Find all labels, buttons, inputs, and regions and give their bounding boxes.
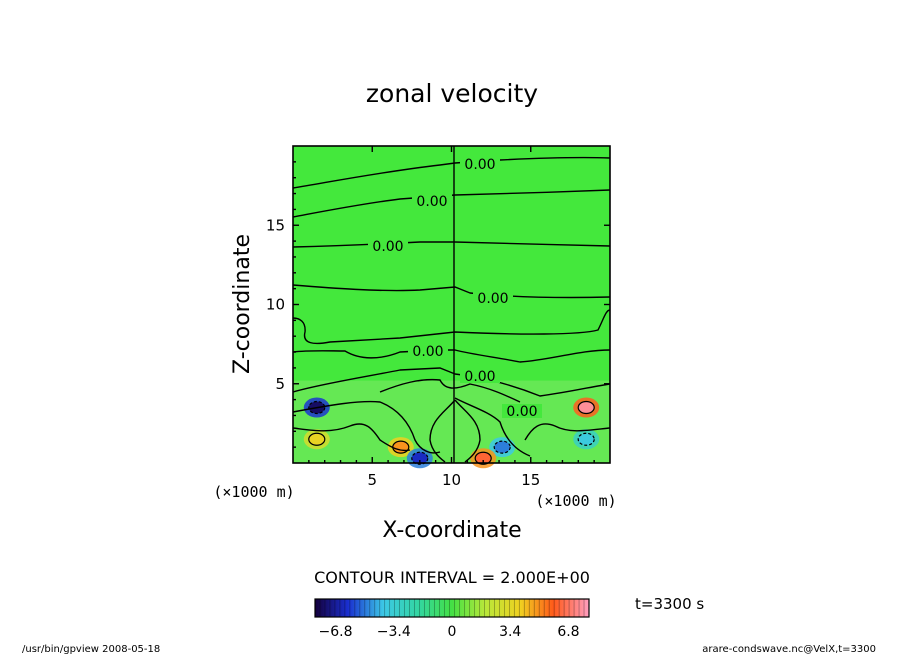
- contour-label-bg: [502, 404, 542, 418]
- contour-line: [292, 284, 611, 299]
- contour-label: 0.00: [506, 404, 537, 420]
- contour-line: [454, 399, 481, 463]
- lower-band: [293, 380, 610, 463]
- feature-contour: [577, 432, 595, 446]
- contour-line: [292, 349, 611, 363]
- contour-label: 0.00: [372, 239, 403, 255]
- contour-line: [454, 397, 531, 457]
- footer-left: /usr/bin/gpview 2008-05-18: [22, 644, 160, 654]
- feature-contour: [577, 400, 595, 415]
- contour-label: 0.00: [416, 194, 447, 210]
- contour-line: [292, 241, 611, 248]
- contour-line: [292, 400, 441, 454]
- colorbar-fill: [315, 599, 589, 617]
- contour-line: [429, 399, 456, 463]
- feature-contour: [474, 451, 492, 465]
- contour-label-bg: [412, 194, 452, 208]
- colorbar-frame: [314, 598, 590, 618]
- y-axis-label: Z-coordinate: [230, 234, 255, 374]
- colorbar-tick-label: 6.8: [557, 624, 579, 640]
- feature-contour: [308, 432, 326, 446]
- x-tick-label: 15: [521, 471, 540, 489]
- y-tick-label: 15: [266, 216, 285, 234]
- y-tick-label: 10: [266, 296, 285, 314]
- contour-line: [292, 156, 611, 189]
- contour-lines: [292, 146, 611, 463]
- contour-label: 0.00: [464, 369, 495, 385]
- y-tick-label: 5: [275, 375, 285, 393]
- colorbar-tick-label: 0: [448, 624, 457, 640]
- contour-label-bg: [368, 239, 408, 253]
- feature-contour: [411, 451, 429, 465]
- time-label: t=3300 s: [635, 595, 704, 613]
- footer-right: arare-condswave.nc@VelX,t=3300: [702, 644, 876, 654]
- contour-line: [292, 309, 611, 345]
- x-tick-label: 5: [367, 471, 377, 489]
- feature-contour: [493, 440, 511, 454]
- contour-label-bg: [408, 344, 448, 358]
- plot-area: 0.00 0.00 0.00 0.00 0.00 0.00 0.00 5 10 15 5 10 15: [266, 145, 611, 489]
- x-tick-label: 10: [442, 471, 461, 489]
- x-axis-label: X-coordinate: [382, 518, 521, 543]
- colorbar-tick-label: 3.4: [499, 624, 521, 640]
- y-axis-unit: (×1000 m): [213, 483, 294, 501]
- contour-label-bg: [460, 157, 500, 171]
- chart-title: zonal velocity: [366, 79, 538, 108]
- contour-interval-label: CONTOUR INTERVAL = 2.000E+00: [314, 568, 590, 587]
- feature-contour: [392, 440, 410, 454]
- x-axis-unit: (×1000 m): [535, 492, 616, 510]
- contour-label-bg: [473, 291, 513, 305]
- colorbar-tick-label: −6.8: [319, 624, 353, 640]
- contour-line: [292, 189, 611, 218]
- contour-line: [292, 423, 411, 452]
- colorbar: −6.8 −3.4 0 3.4 6.8: [314, 598, 590, 640]
- contour-label-bg: [460, 369, 500, 383]
- contour-line: [524, 423, 611, 441]
- velocity-features: [293, 380, 610, 469]
- contour-label: 0.00: [477, 291, 508, 307]
- contour-label: 0.00: [412, 344, 443, 360]
- colorbar-tick-label: −3.4: [377, 624, 411, 640]
- contour-label: 0.00: [464, 157, 495, 173]
- contour-line: [379, 378, 521, 403]
